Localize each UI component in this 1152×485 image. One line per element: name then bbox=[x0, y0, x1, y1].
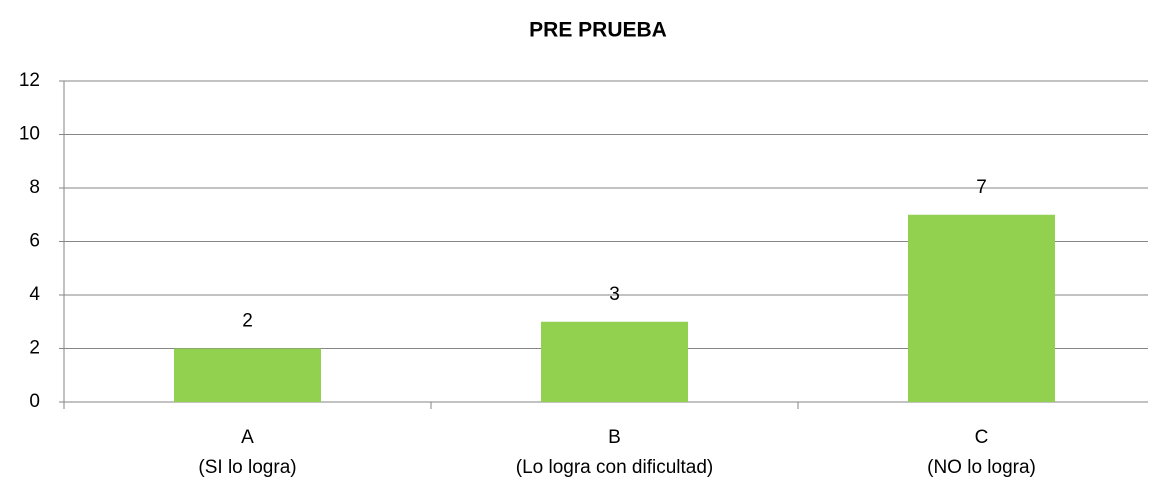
x-tick-label: (SI lo logra) bbox=[198, 457, 296, 478]
x-tick-label: A bbox=[241, 427, 254, 448]
data-label: 7 bbox=[976, 177, 987, 198]
y-tick-label: 0 bbox=[29, 391, 40, 412]
y-tick-label: 6 bbox=[29, 231, 40, 252]
bar bbox=[908, 214, 1055, 402]
x-tick-label: (NO lo logra) bbox=[927, 457, 1036, 478]
x-tick-label: (Lo logra con dificultad) bbox=[516, 457, 714, 478]
y-tick-label: 8 bbox=[29, 177, 40, 198]
bar bbox=[174, 348, 321, 402]
y-tick-label: 2 bbox=[29, 338, 40, 359]
y-tick-label: 4 bbox=[29, 284, 40, 305]
y-tick-label: 12 bbox=[19, 70, 40, 91]
data-label: 2 bbox=[242, 311, 253, 332]
chart-title: PRE PRUEBA bbox=[529, 19, 667, 42]
x-tick-label: C bbox=[975, 427, 989, 448]
data-label: 3 bbox=[609, 284, 620, 305]
x-tick-label: B bbox=[608, 427, 621, 448]
bar bbox=[541, 321, 688, 402]
y-tick-label: 10 bbox=[19, 124, 40, 145]
